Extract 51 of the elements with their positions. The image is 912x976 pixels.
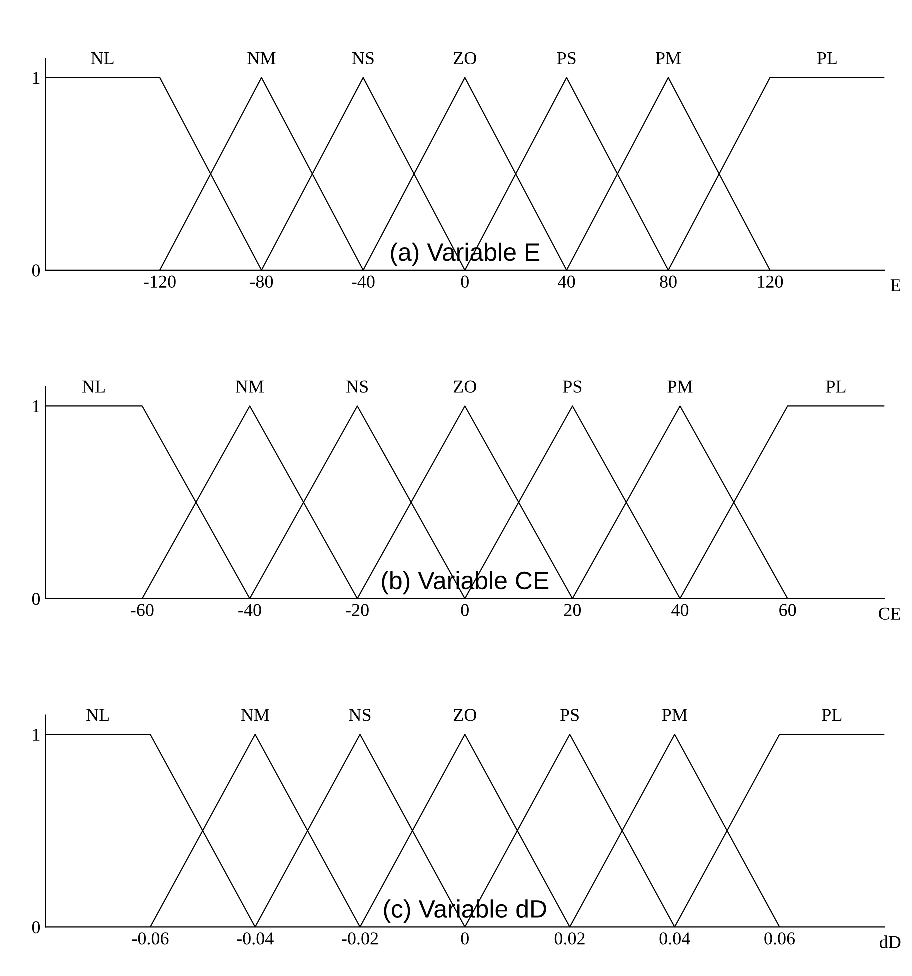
x-tick-label: -120 [144, 276, 176, 288]
x-tick-label: -0.02 [342, 932, 378, 945]
y-tick-label: 0 [32, 593, 40, 606]
series-label: ZO [454, 380, 476, 393]
series-label: PM [668, 380, 693, 393]
x-tick-label: 0 [461, 276, 469, 288]
x-tick-label: 40 [672, 604, 689, 616]
series-label: ZO [454, 52, 476, 65]
x-tick-label: 0.06 [764, 932, 796, 945]
x-tick-label: -0.06 [132, 932, 169, 945]
x-axis-title: CE [879, 608, 901, 620]
x-tick-label: -20 [346, 604, 369, 616]
y-tick-label: 1 [33, 72, 40, 84]
x-tick-label: -60 [131, 604, 154, 616]
x-tick-label: 0 [461, 932, 469, 945]
x-tick-label: 80 [660, 276, 677, 288]
x-axis-title: dD [880, 936, 901, 948]
series-label: NM [241, 709, 270, 722]
series-label: NL [82, 380, 105, 393]
series-label: NS [349, 709, 371, 722]
series-label: PL [817, 52, 837, 64]
series-label: PL [822, 709, 842, 722]
series-label: PM [656, 52, 682, 64]
series-label: PS [563, 380, 582, 393]
y-tick-label: 1 [33, 400, 40, 412]
series-label: NS [346, 380, 368, 393]
x-tick-label: -40 [352, 276, 375, 288]
series-label: NL [91, 52, 114, 64]
series-label: NS [352, 52, 374, 65]
x-tick-label: 60 [780, 604, 796, 616]
x-tick-label: 0.04 [660, 932, 690, 945]
series-label: NL [86, 709, 109, 722]
x-tick-label: 40 [558, 276, 576, 288]
y-tick-label: 0 [32, 264, 40, 277]
series-label: PM [662, 709, 688, 722]
x-tick-label: 120 [758, 276, 784, 288]
series-label: PS [560, 709, 579, 722]
x-axis-title: E [890, 280, 901, 292]
x-tick-label: -80 [250, 276, 274, 288]
y-tick-label: 1 [33, 728, 40, 741]
y-tick-label: 0 [32, 921, 40, 934]
series-label: NM [236, 380, 264, 393]
x-tick-label: -40 [238, 604, 262, 616]
series-label: PL [826, 380, 846, 393]
x-tick-label: 20 [564, 604, 582, 616]
x-tick-label: 0.02 [554, 932, 585, 945]
series-label: ZO [454, 709, 476, 722]
series-label: NM [248, 52, 276, 64]
x-tick-label: 0 [461, 604, 469, 616]
x-tick-label: -0.04 [237, 932, 274, 945]
series-label: PS [557, 52, 576, 65]
